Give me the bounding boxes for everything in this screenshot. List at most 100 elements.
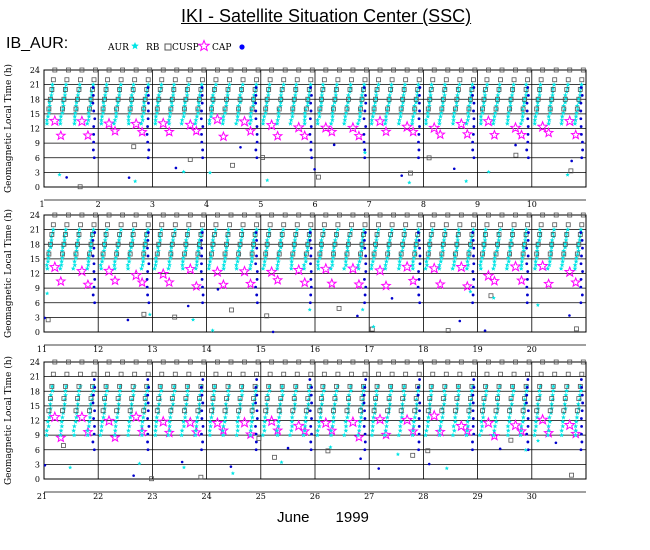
aur-point [237, 401, 243, 407]
aur-point [577, 237, 583, 243]
rb-point [117, 383, 123, 389]
aur-point [491, 428, 497, 433]
aur-point [196, 244, 202, 250]
aur-point [328, 266, 334, 271]
aur-point [265, 241, 270, 246]
rb-point [483, 383, 488, 389]
aur-point [401, 388, 407, 393]
aur-point [276, 113, 281, 119]
aur-point [292, 92, 298, 98]
aur-point [550, 230, 556, 236]
aur-point [413, 251, 418, 257]
rb-point [73, 408, 79, 414]
aur-point [383, 428, 389, 433]
aur-point [561, 106, 567, 112]
cap-point [526, 409, 530, 413]
rb-point [296, 212, 302, 218]
aur-point [560, 258, 566, 264]
cap-point [363, 293, 367, 297]
rb-point [255, 359, 261, 365]
aur-point [562, 401, 568, 407]
x-tick-label: 6 [312, 200, 317, 209]
cusp-point [272, 424, 284, 436]
aur-point [426, 414, 431, 420]
aur-point [331, 244, 337, 250]
aur-point [168, 255, 173, 261]
rb-point [458, 67, 464, 73]
rb-point [210, 241, 216, 247]
rb-point [269, 359, 275, 365]
aur-point [413, 96, 419, 101]
rb-point [320, 87, 326, 92]
aur-point [181, 110, 187, 116]
rb-point [187, 67, 193, 73]
cap-point [132, 474, 135, 477]
rb-point [412, 408, 418, 414]
aur-point [562, 99, 568, 105]
rb-point [552, 77, 558, 83]
aur-point [383, 113, 389, 119]
rb-point [332, 396, 338, 401]
cap-point [308, 117, 312, 121]
aur-point [333, 392, 338, 398]
cap-point [472, 277, 476, 281]
aur-point [85, 428, 91, 433]
aur-point [291, 248, 297, 253]
rb-point [210, 396, 216, 401]
rb-point [565, 222, 571, 228]
aur-point [44, 121, 50, 126]
aur-point [341, 266, 347, 271]
rb-point [197, 396, 202, 401]
rb-point [174, 212, 180, 218]
aur-point [369, 432, 375, 438]
rb-point [236, 251, 241, 257]
x-tick-label: 19 [473, 345, 483, 354]
aur-point [60, 244, 66, 250]
aur-point [546, 428, 552, 433]
rb-point [388, 232, 394, 237]
cap-point [579, 417, 583, 420]
rb-point [132, 77, 138, 83]
aur-point [331, 414, 336, 420]
aur-point [398, 110, 404, 116]
rb-point [272, 454, 277, 460]
cap-point [471, 231, 475, 234]
aur-point [550, 392, 556, 398]
aur-point [86, 251, 92, 257]
rb-point [377, 359, 383, 365]
aur-point [442, 85, 448, 91]
cusp-point [461, 280, 473, 292]
aur-point [226, 82, 232, 87]
cusp-point [238, 416, 251, 428]
x-tick-label: 23 [147, 492, 157, 501]
rb-point [199, 371, 205, 377]
rb-point [308, 222, 314, 228]
aur-point [74, 99, 79, 105]
aur-point [413, 99, 419, 105]
rb-point [576, 396, 582, 401]
aur-point [302, 428, 308, 433]
aur-point [413, 241, 419, 246]
aur-point [492, 251, 498, 257]
aur-point [289, 113, 295, 119]
aur-point [129, 92, 135, 98]
rb-point [281, 77, 287, 83]
aur-point [235, 258, 241, 264]
aur-point [454, 99, 460, 105]
cap-point [580, 293, 584, 297]
rb-point [323, 212, 329, 218]
cap-point [229, 465, 233, 468]
rb-point [526, 212, 532, 218]
aur-point [44, 262, 50, 268]
rb-point [415, 87, 421, 92]
aur-point [454, 244, 460, 250]
aur-point [62, 85, 68, 91]
rb-point [73, 251, 79, 257]
aur-point [546, 423, 552, 429]
aur-point [62, 237, 68, 243]
aur-point [275, 432, 280, 438]
aur-point [479, 106, 485, 112]
cusp-point [488, 129, 501, 140]
cusp-point [536, 120, 549, 133]
cap-point [255, 238, 259, 242]
